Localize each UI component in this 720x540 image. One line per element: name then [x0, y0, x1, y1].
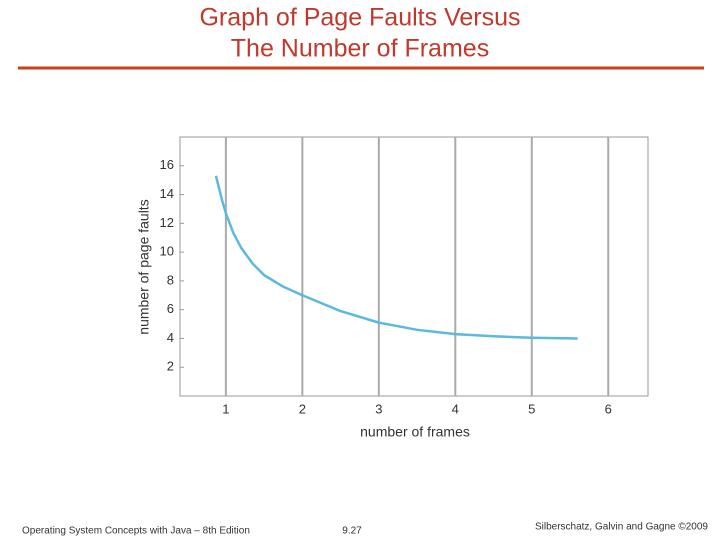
data-line	[214, 175, 578, 340]
y-tick-label: 10	[160, 244, 174, 259]
x-tick-label: 6	[605, 401, 612, 416]
y-tick-label: 12	[160, 215, 174, 230]
y-tick-label: 14	[160, 186, 174, 201]
y-tick-label: 8	[167, 272, 174, 287]
y-tick-label: 4	[167, 330, 174, 345]
plot-area	[179, 136, 649, 397]
y-tick-label: 16	[160, 157, 174, 172]
footer-center: 9.27	[342, 526, 362, 537]
x-tick-label: 4	[452, 401, 459, 416]
x-tick-label: 3	[375, 401, 382, 416]
x-axis-label: number of frames	[360, 424, 470, 440]
y-axis-label: number of page faults	[136, 199, 152, 334]
y-tick-label: 2	[167, 359, 174, 374]
x-tick-label: 5	[528, 401, 535, 416]
y-tick-label: 6	[167, 301, 174, 316]
footer-left: Operating System Concepts with Java – 8t…	[22, 526, 250, 537]
x-tick-label: 1	[222, 401, 229, 416]
x-tick-label: 2	[299, 401, 306, 416]
slide-title: The Number of Frames	[231, 35, 489, 63]
footer-right: Silberschatz, Galvin and Gagne ©2009	[535, 522, 708, 533]
slide-title: Graph of Page Faults Versus	[199, 4, 520, 32]
